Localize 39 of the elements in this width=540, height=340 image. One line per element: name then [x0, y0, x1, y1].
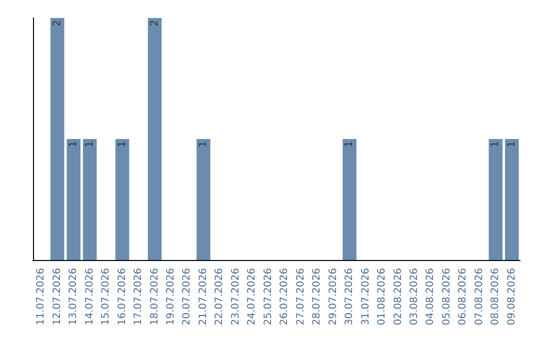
x-tick-label: 29.07.2026	[328, 268, 339, 326]
x-tick-label: 25.07.2026	[262, 268, 274, 326]
data-label: 2	[149, 20, 160, 26]
x-tick-label: 15.07.2026	[100, 268, 112, 326]
x-tick-label: 02.08.2026	[392, 268, 404, 326]
data-label: 1	[506, 141, 518, 148]
x-tick-label: 30.07.2026	[344, 268, 356, 326]
x-tick-label: 31.07.2026	[360, 268, 372, 326]
x-tick-label: 24.07.2026	[246, 268, 258, 326]
x-tick-label: 21.07.2026	[198, 268, 209, 326]
data-label: 2	[52, 20, 63, 26]
x-tick-label: 26.07.2026	[279, 268, 290, 326]
x-tick-label: 12.07.2026	[52, 268, 63, 326]
x-tick-label: 28.07.2026	[312, 268, 323, 326]
data-label: 1	[116, 141, 128, 148]
data-label: 1	[68, 141, 80, 148]
data-label: 1	[198, 141, 209, 148]
x-tick-label: 03.08.2026	[408, 268, 420, 326]
x-tick-label: 16.07.2026	[116, 268, 128, 326]
x-tick-label: 19.07.2026	[165, 268, 176, 326]
x-tick-label: 09.08.2026	[506, 268, 518, 326]
x-tick-label: 07.08.2026	[474, 268, 485, 326]
x-tick-label: 08.08.2026	[490, 268, 502, 326]
x-tick-label: 06.08.2026	[458, 268, 469, 326]
x-tick-label: 14.07.2026	[84, 268, 96, 326]
x-tick-label: 05.08.2026	[441, 268, 452, 326]
x-tick-label: 27.07.2026	[295, 268, 306, 326]
data-label: 1	[84, 141, 96, 148]
x-tick-label: 20.07.2026	[182, 268, 193, 326]
x-tick-label: 18.07.2026	[149, 268, 160, 326]
x-tick-label: 11.07.2026	[36, 268, 47, 326]
x-tick-label: 23.07.2026	[230, 268, 242, 326]
x-tick-label: 17.07.2026	[133, 268, 144, 326]
x-tick-label: 04.08.2026	[425, 268, 436, 326]
data-label: 1	[344, 141, 356, 148]
data-label: 1	[490, 141, 502, 148]
x-tick-label: 22.07.2026	[214, 268, 226, 326]
x-tick-label: 01.08.2026	[376, 268, 388, 326]
x-tick-label: 13.07.2026	[68, 268, 80, 326]
